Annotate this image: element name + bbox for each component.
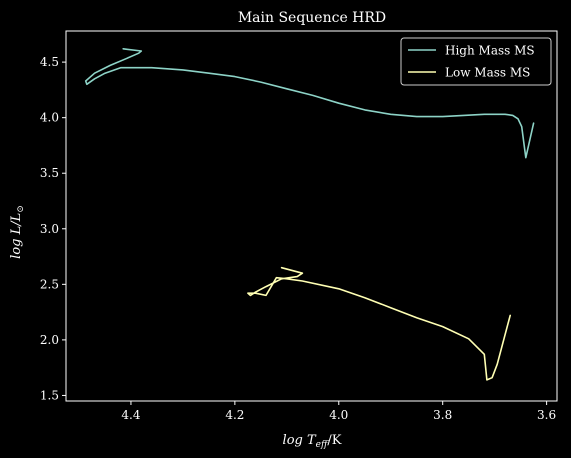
y-tick-label: 3.0 — [40, 222, 59, 236]
x-tick-label: 4.0 — [329, 408, 348, 422]
x-tick-label: 4.2 — [225, 408, 244, 422]
series-line-high-mass-ms — [84, 47, 535, 159]
x-tick-label: 3.8 — [433, 408, 452, 422]
series-line-low-mass-ms — [247, 266, 512, 381]
plot-area — [84, 47, 535, 381]
x-tick-label: 4.4 — [121, 408, 140, 422]
y-tick-label: 1.5 — [40, 388, 59, 402]
x-tick-label: 3.6 — [537, 408, 556, 422]
y-tick-label: 3.5 — [40, 166, 59, 180]
legend: High Mass MS Low Mass MS — [400, 37, 552, 86]
y-tick-label: 2.0 — [40, 333, 59, 347]
y-axis: 1.5 2.0 2.5 3.0 3.5 4.0 4.5 — [40, 55, 66, 402]
x-axis-label: log Teff/K — [283, 433, 342, 450]
plot-frame — [65, 30, 558, 402]
y-tick-label: 2.5 — [40, 277, 59, 291]
y-tick-label: 4.5 — [40, 55, 59, 69]
y-axis-label: log L/L⊙ — [9, 205, 26, 259]
chart-title: Main Sequence HRD — [238, 10, 386, 26]
y-tick-label: 4.0 — [40, 111, 59, 125]
legend-label: High Mass MS — [445, 44, 535, 58]
legend-box — [400, 37, 552, 86]
legend-label: Low Mass MS — [445, 66, 530, 80]
x-axis: 4.4 4.2 4.0 3.8 3.6 — [121, 401, 556, 422]
